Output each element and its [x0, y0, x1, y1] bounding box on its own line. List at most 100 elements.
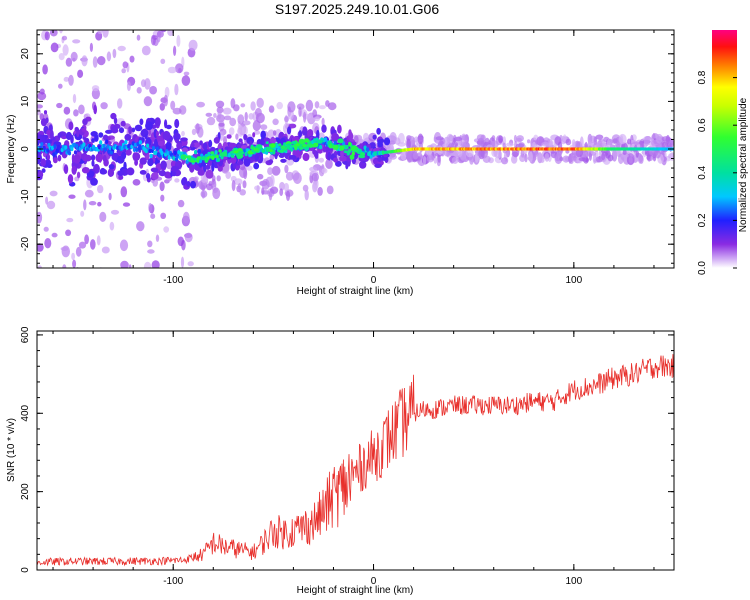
noise-blob [363, 132, 369, 142]
colorbar-ticks: 0.0 0.2 0.4 0.6 0.8 [697, 70, 737, 275]
signal-blob [376, 127, 381, 135]
noise-blob [242, 125, 248, 136]
snr-series-line [37, 354, 674, 567]
noise-blob [293, 172, 302, 184]
signal-blob [81, 127, 87, 133]
noise-blob [99, 211, 107, 222]
signal-blob [181, 177, 187, 186]
noise-blob [237, 183, 242, 190]
noise-blob [569, 153, 574, 165]
noise-blob [81, 55, 88, 67]
noise-blob [311, 172, 319, 182]
noise-blob [285, 190, 291, 201]
signal-core [99, 140, 103, 145]
signal-blob [160, 160, 167, 170]
bright-blob [332, 144, 339, 150]
signal-blob [181, 147, 189, 153]
noise-blob [478, 148, 485, 160]
signal-blob [95, 153, 103, 163]
signal-blob [333, 151, 338, 156]
noise-blob [215, 100, 225, 109]
noise-blob [269, 174, 275, 187]
signal-core [216, 157, 221, 162]
colorbar-tick-label: 0.2 [697, 213, 708, 227]
noise-blob [237, 129, 241, 134]
signal-blob [91, 160, 95, 167]
bright-blob [215, 154, 219, 159]
noise-blob [559, 156, 564, 162]
signal-blob [164, 119, 168, 129]
bright-blob [280, 145, 286, 150]
noise-blob [68, 194, 76, 199]
noise-blob [72, 39, 81, 44]
signal-blob [162, 130, 171, 141]
signal-core [313, 138, 317, 143]
signal-blob [337, 124, 342, 134]
noise-blob [646, 154, 651, 160]
signal-blob [348, 131, 354, 141]
noise-blob [49, 30, 58, 37]
noise-blob [126, 81, 131, 92]
bright-blob [351, 146, 358, 149]
signal-blob [118, 175, 124, 180]
signal-blob [379, 138, 385, 143]
y-tick-label: 10 [20, 95, 31, 107]
noise-blob [163, 94, 168, 107]
signal-blob [146, 173, 151, 180]
noise-blob [120, 260, 129, 268]
signal-core [148, 148, 152, 154]
noise-blob [155, 234, 160, 242]
noise-blob [180, 256, 185, 268]
noise-blob [108, 192, 112, 201]
noise-blob [68, 74, 74, 86]
signal-blob [238, 138, 243, 143]
bright-blob [218, 149, 222, 153]
signal-blob [150, 167, 159, 173]
signal-blob [189, 163, 195, 173]
noise-blob [313, 116, 320, 122]
bright-blob [210, 151, 215, 155]
noise-blob [234, 178, 243, 186]
noise-blob [188, 39, 198, 51]
signal-blob [287, 126, 292, 135]
noise-blob [167, 66, 177, 74]
signal-blob [151, 172, 159, 180]
signal-blob [154, 117, 161, 127]
signal-blob [91, 154, 96, 161]
noise-blob [72, 93, 77, 104]
signal-blob [110, 112, 117, 120]
noise-blob [643, 136, 650, 147]
signal-core [72, 142, 76, 147]
signal-blob [45, 117, 49, 124]
noise-blob [96, 235, 101, 246]
noise-blob [66, 217, 74, 223]
noise-blob [181, 75, 191, 86]
noise-blob [163, 226, 170, 233]
noise-blob [638, 153, 643, 164]
signal-core [368, 150, 372, 156]
noise-blob [43, 226, 49, 232]
signal-blob [71, 165, 77, 175]
noise-blob [248, 113, 254, 120]
x-tick-label: 100 [565, 275, 582, 286]
noise-blob [223, 115, 232, 121]
signal-blob [333, 157, 338, 163]
signal-core [138, 140, 142, 145]
bright-blob [196, 157, 200, 163]
noise-blob [513, 134, 517, 143]
noise-blob [167, 30, 174, 37]
signal-core [130, 144, 134, 149]
noise-blob [121, 68, 126, 74]
colorbar-label: Normalized spectral amplitude [738, 97, 749, 232]
noise-blob [143, 261, 152, 268]
bright-blob [337, 138, 344, 144]
noise-blob [612, 138, 618, 144]
noise-blob [655, 133, 663, 144]
bright-blob [230, 154, 235, 158]
signal-blob [340, 149, 344, 158]
noise-blob [150, 34, 156, 46]
noise-blob [217, 107, 222, 120]
noise-blob [267, 129, 275, 139]
signal-blob [374, 163, 382, 168]
signal-core [105, 139, 109, 144]
